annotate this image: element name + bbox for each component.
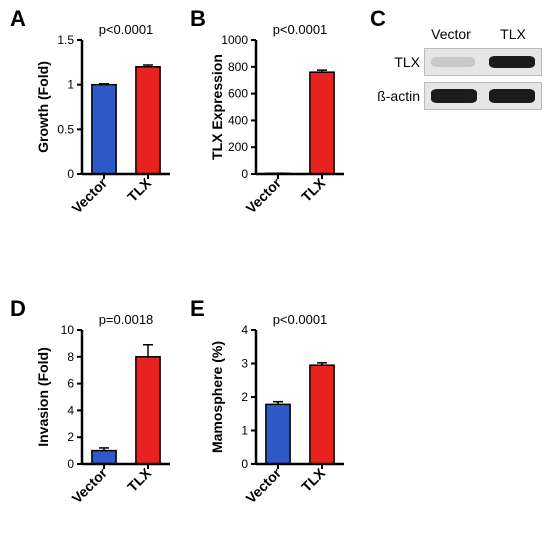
pvalue-text: p<0.0001 (99, 22, 154, 37)
pvalue-text: p<0.0001 (273, 22, 328, 37)
pvalue-text: p<0.0001 (273, 312, 328, 327)
bar-vector (266, 404, 290, 464)
y-tick-label: 6 (67, 377, 74, 391)
x-tick-label-tlx: TLX (124, 464, 154, 494)
chart-growth: p<0.0001 0 0.5 1 1.5 Vector TLX Growth (Fold) (36, 18, 176, 228)
y-tick-label: 1 (241, 424, 248, 438)
y-tick-label: 1000 (221, 33, 248, 47)
blot-band-tlx-vector (431, 57, 475, 67)
panel-letter-b: B (190, 6, 206, 32)
blot-row-actin-label: ß-actin (372, 88, 420, 104)
western-blot: Vector TLX TLX ß-actin (380, 26, 545, 156)
bar-vector (92, 85, 116, 174)
y-axis-label: TLX Expression (210, 54, 225, 160)
y-axis-label: Growth (Fold) (36, 61, 51, 153)
panel-letter-a: A (10, 6, 26, 32)
bar-tlx (136, 357, 160, 464)
y-tick-label: 1 (67, 78, 74, 92)
y-tick-label: 4 (67, 403, 74, 417)
x-tick-label-vector: Vector (69, 174, 111, 216)
blot-col-tlx: TLX (488, 26, 538, 42)
chart-tlx-expression: p<0.0001 0 200 400 600 800 1000 Vector TLX TLX Ex… (210, 18, 350, 228)
y-tick-label: 10 (61, 323, 75, 337)
panel-letter-d: D (10, 296, 26, 322)
y-tick-label: 400 (228, 113, 248, 127)
y-tick-label: 4 (241, 323, 248, 337)
x-tick-label-vector: Vector (243, 174, 285, 216)
y-axis-label: Invasion (Fold) (36, 347, 51, 447)
blot-row-tlx (424, 48, 542, 76)
y-tick-label: 800 (228, 60, 248, 74)
y-tick-label: 0.5 (57, 122, 74, 136)
bar-vector (92, 451, 116, 464)
y-tick-label: 600 (228, 87, 248, 101)
x-tick-label-tlx: TLX (298, 174, 328, 204)
bar-tlx (136, 67, 160, 174)
y-tick-label: 0 (241, 167, 248, 181)
blot-band-tlx-tlx (489, 56, 535, 68)
chart-mamosphere: p<0.0001 0 1 2 3 4 Vector TLX Mamosphere (%) (210, 308, 350, 518)
blot-col-vector: Vector (426, 26, 476, 42)
y-axis-label: Mamosphere (%) (210, 341, 225, 453)
y-tick-label: 2 (241, 390, 248, 404)
x-tick-label-vector: Vector (69, 464, 111, 506)
y-tick-label: 200 (228, 140, 248, 154)
y-tick-label: 2 (67, 430, 74, 444)
panel-letter-e: E (190, 296, 205, 322)
y-tick-label: 8 (67, 350, 74, 364)
x-tick-label-tlx: TLX (124, 174, 154, 204)
y-tick-label: 3 (241, 357, 248, 371)
chart-invasion: p=0.0018 0 2 4 6 8 10 Vector TLX Invasion (Fold) (36, 308, 176, 518)
pvalue-text: p=0.0018 (99, 312, 154, 327)
y-tick-label: 0 (241, 457, 248, 471)
y-tick-label: 1.5 (57, 33, 74, 47)
blot-row-actin (424, 82, 542, 110)
bar-tlx (310, 365, 334, 464)
x-tick-label-vector: Vector (243, 464, 285, 506)
blot-band-actin-vector (431, 89, 477, 103)
blot-row-tlx-label: TLX (372, 54, 420, 70)
y-tick-label: 0 (67, 167, 74, 181)
x-tick-label-tlx: TLX (298, 464, 328, 494)
y-tick-label: 0 (67, 457, 74, 471)
bar-tlx (310, 72, 334, 174)
blot-band-actin-tlx (489, 89, 535, 103)
